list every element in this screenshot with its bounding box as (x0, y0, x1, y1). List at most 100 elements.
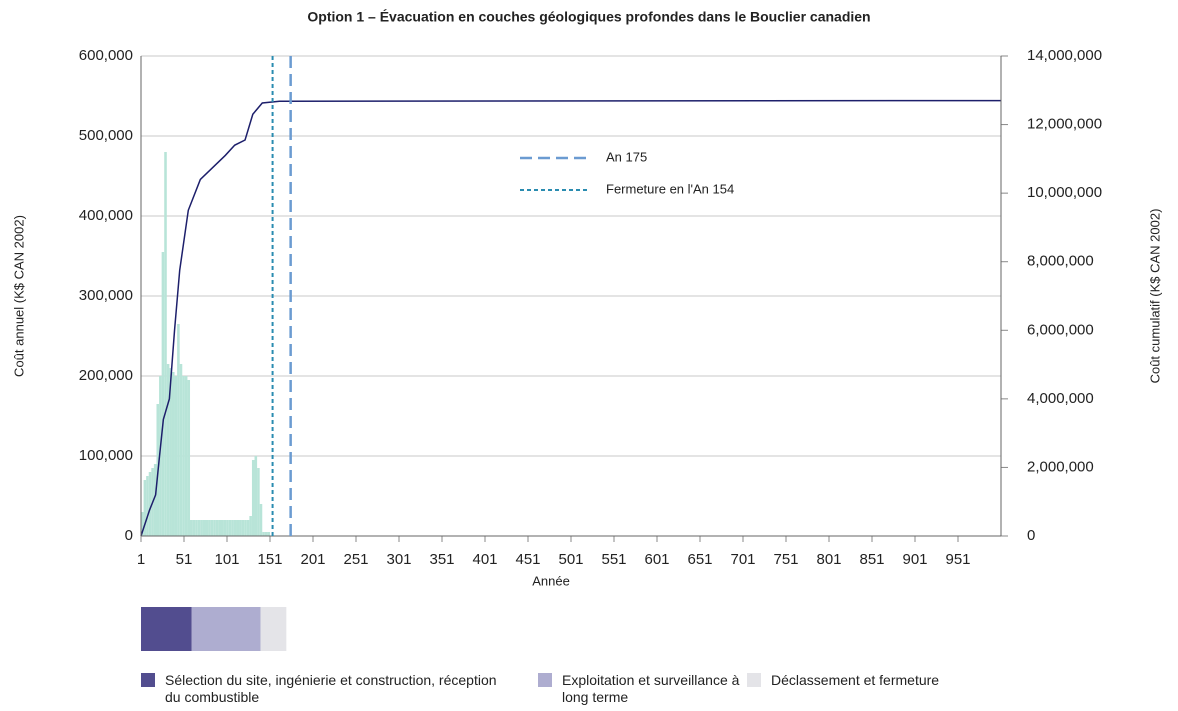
bar (249, 516, 252, 536)
x-tick-label: 301 (386, 551, 411, 568)
phase-legend-label: Exploitation et surveillance à long term… (562, 672, 740, 705)
bar (226, 520, 229, 536)
phase-bar (260, 607, 287, 651)
bar (262, 532, 265, 536)
x-tick-label: 351 (429, 551, 454, 568)
bar (197, 520, 201, 536)
bar (202, 520, 206, 536)
x-tick-label: 401 (472, 551, 497, 568)
bar (161, 252, 165, 536)
x-tick-label: 901 (902, 551, 927, 568)
bar (205, 520, 209, 536)
phase-legend-label: Déclassement et fermeture (771, 672, 940, 688)
y2-tick-label: 8,000,000 (1027, 253, 1094, 270)
x-tick-label: 801 (816, 551, 841, 568)
y-tick-label: 500,000 (79, 127, 133, 144)
legend-swatch (538, 673, 552, 687)
bar (200, 520, 203, 536)
y2-tick-label: 14,000,000 (1027, 47, 1102, 64)
y-tick-label: 0 (125, 527, 133, 544)
phase-bar (191, 607, 261, 651)
bar (267, 532, 270, 536)
x-tick-label: 951 (945, 551, 970, 568)
bar (223, 520, 227, 536)
y2-tick-label: 10,000,000 (1027, 184, 1102, 201)
bar (187, 380, 191, 536)
bar (141, 512, 144, 536)
bar (166, 364, 170, 536)
bar (244, 520, 247, 536)
y-tick-label: 300,000 (79, 287, 133, 304)
bar (177, 324, 180, 536)
x-axis-label: Année (532, 573, 570, 588)
bar (171, 372, 175, 536)
bar (164, 152, 167, 536)
bar (218, 520, 221, 536)
bar (148, 472, 152, 536)
x-tick-label: 451 (515, 551, 540, 568)
bar (192, 520, 196, 536)
y-tick-label: 100,000 (79, 447, 133, 464)
x-tick-label: 201 (300, 551, 325, 568)
cumulative-line (140, 99, 1002, 537)
bar (169, 368, 172, 536)
y2-tick-label: 4,000,000 (1027, 390, 1094, 407)
bar (146, 476, 149, 536)
y-axis-label: Coût annuel (K$ CAN 2002) (11, 215, 26, 377)
y2-tick-label: 6,000,000 (1027, 321, 1094, 338)
bar (143, 480, 147, 536)
y-tick-label: 400,000 (79, 207, 133, 224)
y-tick-label: 600,000 (79, 47, 133, 64)
chart-title: Option 1 – Évacuation en couches géologi… (307, 9, 870, 25)
x-tick-label: 601 (644, 551, 669, 568)
legend-label: Fermeture en l'An 154 (606, 181, 734, 196)
bar (184, 376, 188, 536)
bar (251, 460, 255, 536)
y2-tick-label: 12,000,000 (1027, 116, 1102, 133)
x-tick-label: 851 (859, 551, 884, 568)
bar (236, 520, 240, 536)
x-tick-label: 101 (214, 551, 239, 568)
legend-label: An 175 (606, 149, 647, 164)
bar (195, 520, 198, 536)
legend-swatch (747, 673, 761, 687)
bar (220, 520, 224, 536)
bar (182, 376, 185, 536)
phase-bar (141, 607, 192, 651)
bar (174, 376, 178, 536)
x-tick-label: 51 (176, 551, 193, 568)
x-tick-label: 1 (137, 551, 145, 568)
bar (153, 464, 157, 536)
bar (246, 520, 250, 536)
x-tick-label: 751 (773, 551, 798, 568)
bar (210, 520, 214, 536)
bar (257, 468, 260, 536)
bar (241, 520, 245, 536)
x-tick-label: 251 (343, 551, 368, 568)
x-tick-label: 501 (558, 551, 583, 568)
x-tick-label: 151 (257, 551, 282, 568)
bar (231, 520, 234, 536)
bar (213, 520, 216, 536)
y2-axis-label: Coût cumulatif (K$ CAN 2002) (1147, 209, 1162, 384)
y2-tick-label: 0 (1027, 527, 1035, 544)
legend-swatch (141, 673, 155, 687)
bar (228, 520, 232, 536)
bar (239, 520, 242, 536)
y-tick-label: 200,000 (79, 367, 133, 384)
bar (159, 376, 162, 536)
bar (259, 504, 263, 536)
x-tick-label: 651 (687, 551, 712, 568)
phase-legend-label: Sélection du site, ingénierie et constru… (165, 672, 497, 705)
bar (208, 520, 211, 536)
x-tick-label: 701 (730, 551, 755, 568)
bar (190, 520, 193, 536)
bar (179, 364, 183, 536)
bar (215, 520, 219, 536)
bar (264, 532, 268, 536)
x-tick-label: 551 (601, 551, 626, 568)
y2-tick-label: 2,000,000 (1027, 458, 1094, 475)
bar (254, 456, 258, 536)
